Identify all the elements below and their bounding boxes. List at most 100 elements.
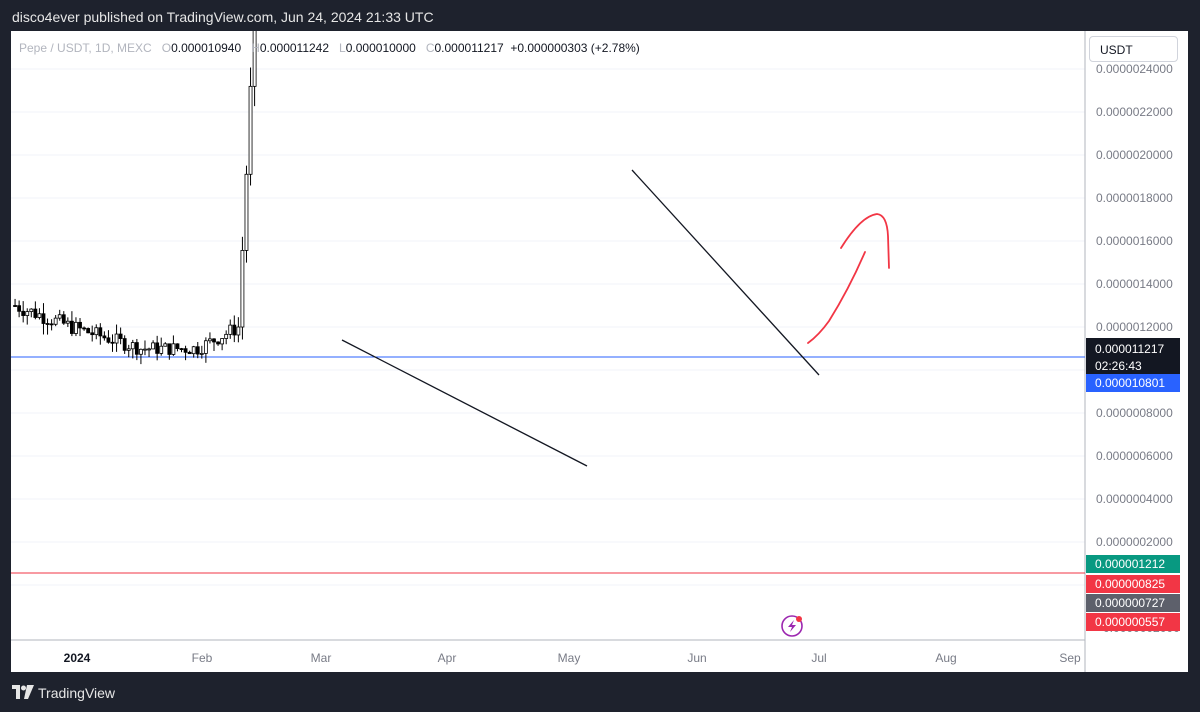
publisher-text: disco4ever published on TradingView.com,… (12, 9, 434, 25)
price-scale-label: 0.0000008000 (1096, 406, 1173, 420)
footer-bar: TradingView (0, 674, 1200, 712)
price-scale-label: 0.0000016000 (1096, 234, 1173, 248)
candle-body (151, 342, 156, 350)
candle-body (199, 352, 204, 355)
candle-body (232, 324, 237, 336)
legend-close-value: 0.000011217 (434, 41, 504, 55)
legend-open-value: 0.000010940 (171, 41, 242, 55)
chart-area[interactable]: 0.0000024000 0.0000022000 0.0000020000 0.00… (11, 31, 1188, 672)
candle-body (155, 342, 160, 354)
bar-countdown: 02:26:43 (1095, 359, 1142, 373)
candle-body (106, 337, 111, 343)
time-scale[interactable]: 2024 Feb Mar Apr May Jun Jul Aug Sep (64, 651, 1081, 665)
candle-body (65, 320, 70, 324)
legend-high-value: 0.000011242 (259, 41, 330, 55)
currency-selector[interactable]: USDT (1089, 36, 1178, 62)
candle-body (57, 314, 62, 319)
drawing-red-arrow-head[interactable] (840, 213, 890, 269)
time-scale-label: Aug (935, 651, 956, 665)
candle-body (240, 250, 245, 328)
candle-body (236, 326, 241, 336)
publisher-bar: disco4ever published on TradingView.com,… (0, 0, 1200, 30)
candle-body (130, 342, 135, 350)
candle-body (126, 348, 131, 351)
candle-body (70, 320, 74, 334)
candle-body (110, 341, 115, 344)
price-scale-label: 0.0000014000 (1096, 277, 1173, 291)
candle-body (171, 343, 176, 355)
candle-body (220, 338, 225, 345)
time-scale-label: Jul (811, 651, 826, 665)
price-scale-label: 0.0000022000 (1096, 105, 1173, 119)
price-scale-label: 0.0000006000 (1096, 449, 1173, 463)
candle-body (228, 324, 233, 335)
candle-body (82, 327, 86, 330)
candle-body (212, 338, 216, 343)
candle-body (252, 31, 257, 87)
legend-symbol: Pepe / USDT, 1D, MEXC (19, 41, 152, 55)
candle-body (203, 340, 208, 354)
drawing-red-arrow-stroke[interactable] (807, 251, 866, 344)
candle-body (17, 305, 22, 312)
candle-body (224, 333, 229, 339)
candle-body (216, 341, 220, 345)
trendline-may-jun[interactable] (631, 169, 820, 376)
trendline-mar-may[interactable] (341, 339, 588, 467)
time-scale-label: Mar (311, 651, 332, 665)
red-price-tag-1: 0.000000825 (1086, 575, 1180, 593)
candle-body (118, 333, 123, 339)
candle-body (139, 348, 143, 355)
candle-body (61, 314, 66, 324)
candle-body (143, 348, 147, 351)
red-price-tag-2: 0.000000557 (1086, 613, 1180, 631)
candle-body (45, 323, 50, 325)
candle-body (195, 346, 200, 355)
candle-body (175, 343, 180, 349)
candle-body (78, 321, 82, 329)
price-scale-label: 0.0000018000 (1096, 191, 1173, 205)
candle-body (49, 323, 54, 326)
candle-body (167, 343, 172, 355)
gray-price-tag: 0.000000727 (1086, 594, 1180, 612)
time-scale-label: Apr (438, 651, 457, 665)
candle-body (74, 321, 78, 334)
price-scale-label: 0.0000012000 (1096, 320, 1173, 334)
candle-body (90, 332, 95, 336)
time-scale-label: Jun (687, 651, 706, 665)
grid (11, 68, 1085, 586)
candle-body (134, 342, 139, 355)
legend-high-label: H (251, 41, 260, 55)
green-price-tag: 0.000001212 (1086, 555, 1180, 573)
time-scale-label: Sep (1059, 651, 1081, 665)
events-lightning-icon[interactable] (781, 615, 803, 637)
legend-change: +0.000000303 (+2.78%) (510, 41, 640, 55)
candle-body (98, 327, 103, 337)
time-scale-label: Feb (192, 651, 213, 665)
legend-open-label: O (161, 41, 172, 55)
price-scale-label: 0.0000002000 (1096, 535, 1173, 549)
candle-body (187, 351, 192, 355)
candle-body (13, 305, 17, 307)
candle-body (147, 348, 151, 351)
time-scale-label: May (558, 651, 581, 665)
candle-body (21, 310, 26, 316)
blue-line-price-tag: 0.000010801 (1086, 374, 1180, 392)
candle-body (33, 308, 38, 318)
last-price-value: 0.000011217 (1095, 342, 1165, 356)
candle-body (102, 335, 107, 339)
price-scale-label: 0.0000020000 (1096, 148, 1173, 162)
candle-body (37, 313, 42, 318)
candle-body (53, 317, 58, 325)
candle-body (94, 327, 99, 336)
price-scale-label: 0.0000024000 (1096, 62, 1173, 76)
last-price-tag: 0.000011217 02:26:43 (1086, 338, 1180, 376)
chart-canvas[interactable]: 0.0000024000 0.0000022000 0.0000020000 0.00… (11, 31, 1188, 672)
candle-body (248, 85, 253, 175)
legend-low-value: 0.000010000 (345, 41, 416, 55)
candle-body (25, 311, 30, 316)
legend-close-label: C (425, 41, 435, 55)
candle-body (41, 313, 46, 324)
candle-body (86, 328, 91, 334)
candle-body (244, 173, 249, 251)
candle-body (191, 346, 196, 355)
